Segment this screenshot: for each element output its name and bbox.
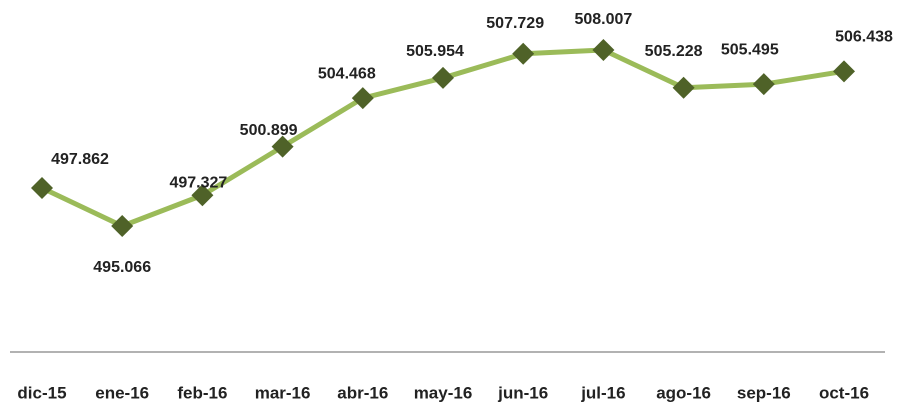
data-label: 505.228: [645, 43, 703, 60]
data-label: 500.899: [240, 122, 298, 139]
x-tick-label: may-16: [414, 383, 473, 402]
data-label: 505.954: [406, 43, 464, 60]
data-label: 505.495: [721, 41, 779, 58]
data-label: 497.862: [51, 151, 109, 168]
x-tick-label: ago-16: [656, 383, 711, 402]
data-label: 508.007: [574, 11, 632, 28]
x-tick-label: feb-16: [177, 383, 227, 402]
x-tick-label: jun-16: [497, 383, 548, 402]
x-tick-label: abr-16: [337, 383, 388, 402]
marker: [752, 73, 775, 96]
marker: [833, 60, 855, 83]
data-label: 495.066: [93, 259, 151, 276]
data-label: 507.729: [486, 15, 544, 32]
x-tick-label: mar-16: [255, 383, 311, 402]
marker: [672, 76, 695, 99]
x-tick-label: dic-15: [17, 383, 66, 402]
data-label: 504.468: [318, 65, 376, 82]
data-label: 497.327: [169, 174, 227, 191]
marker: [191, 184, 214, 207]
x-tick-label: oct-16: [819, 383, 869, 402]
data-label: 506.438: [835, 29, 893, 46]
marker: [432, 66, 454, 89]
x-tick-label: jul-16: [580, 383, 625, 402]
marker: [351, 87, 374, 110]
x-tick-label: sep-16: [737, 383, 791, 402]
marker: [592, 39, 615, 61]
marker: [31, 176, 53, 199]
marker: [111, 215, 134, 237]
marker: [271, 135, 294, 158]
marker: [512, 42, 535, 65]
x-tick-label: ene-16: [95, 383, 149, 402]
